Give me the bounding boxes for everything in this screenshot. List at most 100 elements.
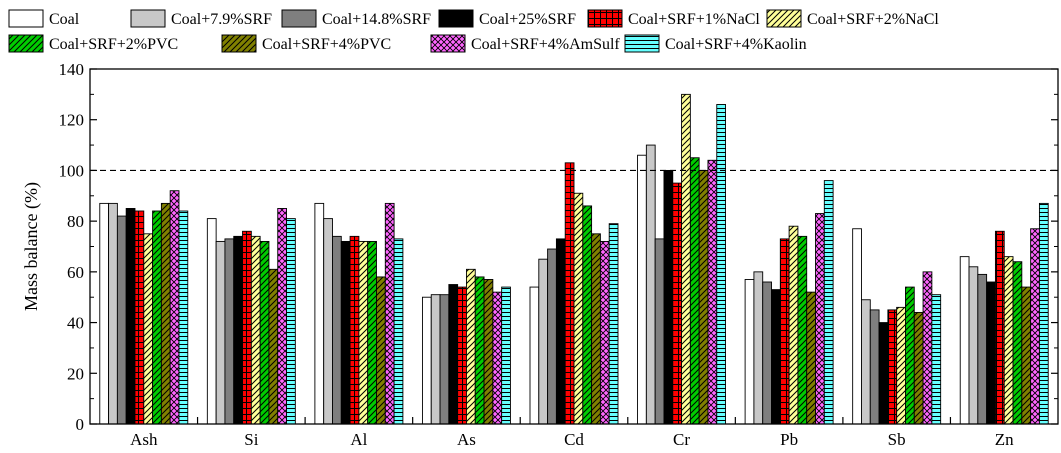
bar-sb-3 [878, 322, 889, 425]
legend-label: Coal+SRF+4%AmSulf [471, 36, 620, 53]
x-tick-label: Sb [888, 430, 906, 449]
bar-ash-2 [116, 215, 127, 425]
bar-cd-6 [582, 205, 593, 425]
legend-label: Coal+SRF+2%PVC [49, 36, 178, 53]
bar-cd-5 [573, 192, 584, 425]
y-tick-label: 20 [67, 364, 84, 383]
bar-as-5 [465, 268, 476, 425]
bar-cd-4 [564, 162, 575, 425]
bar-pb-3 [771, 289, 781, 425]
bar-si-8 [277, 208, 287, 425]
bar-as-9 [501, 286, 511, 425]
y-axis-label: Mass balance (%) [21, 182, 42, 311]
bar-si-7 [268, 268, 279, 425]
bar-ash-9 [178, 210, 189, 425]
y-tick-label: 80 [67, 212, 84, 231]
bar-zn-8 [1030, 228, 1040, 425]
bar-pb-0 [744, 279, 755, 425]
bar-ash-7 [160, 202, 171, 425]
bar-sb-2 [869, 309, 880, 425]
bar-as-3 [448, 284, 459, 425]
legend-label: Coal+SRF+4%PVC [262, 36, 391, 53]
legend-label: Coal+SRF+2%NaCl [807, 11, 939, 28]
bar-as-2 [439, 294, 450, 425]
bar-as-1 [430, 294, 441, 425]
bar-al-7 [376, 276, 386, 425]
bar-sb-0 [852, 228, 862, 425]
y-tick-label: 140 [59, 60, 85, 79]
bar-si-0 [206, 218, 217, 425]
legend-swatch-6 [8, 34, 44, 53]
bar-as-0 [421, 296, 432, 425]
bar-al-1 [323, 218, 333, 425]
bar-pb-9 [823, 180, 834, 425]
x-tick-label: Cd [564, 430, 584, 449]
bar-zn-4 [994, 230, 1005, 425]
bar-al-3 [340, 240, 351, 425]
bar-pb-2 [762, 281, 772, 425]
bar-cd-0 [529, 286, 540, 425]
bar-cd-9 [608, 223, 619, 425]
y-axis: 0 20 40 60 80 100 120 140 [59, 60, 1058, 434]
bar-si-9 [286, 218, 296, 425]
bar-as-4 [457, 286, 467, 425]
y-tick-label: 0 [76, 415, 85, 434]
y-tick-label: 120 [59, 111, 85, 130]
legend-label: Coal [49, 11, 80, 28]
bar-al-8 [384, 202, 395, 425]
bar-cr-8 [707, 159, 718, 425]
x-tick-label: Cr [673, 430, 690, 449]
bar-ash-0 [99, 202, 110, 425]
bar-cr-9 [716, 104, 727, 425]
y-tick-label: 60 [67, 263, 84, 282]
bar-cd-3 [555, 238, 566, 425]
bar-si-1 [215, 240, 226, 425]
x-tick-label: Zn [995, 430, 1014, 449]
bar-sb-9 [931, 294, 942, 425]
bar-as-8 [492, 291, 503, 425]
bar-zn-0 [959, 256, 970, 425]
legend-swatch-1 [130, 9, 166, 28]
y-tick-label: 40 [67, 314, 84, 333]
bar-si-6 [259, 240, 270, 425]
bar-ash-3 [125, 208, 136, 425]
bar-cd-8 [599, 240, 610, 425]
legend-swatch-5 [766, 9, 802, 28]
bar-cr-4 [672, 182, 683, 425]
legend-label: Coal+25%SRF [479, 11, 576, 28]
bar-cd-7 [591, 233, 601, 425]
legend-swatch-8 [430, 34, 466, 53]
bar-cr-2 [654, 238, 665, 425]
bar-pb-7 [806, 291, 816, 425]
bar-al-0 [314, 202, 325, 425]
bar-pb-1 [753, 271, 764, 425]
bar-sb-7 [913, 311, 924, 425]
bar-sb-4 [887, 309, 898, 425]
bar-si-4 [242, 230, 252, 425]
bar-ash-6 [152, 210, 162, 425]
bar-zn-6 [1012, 261, 1023, 425]
bar-si-2 [224, 238, 235, 425]
x-tick-label: As [457, 430, 476, 449]
legend-swatch-4 [587, 9, 623, 28]
bar-pb-5 [788, 225, 799, 425]
legend-label: Coal+SRF+4%Kaolin [665, 36, 807, 53]
bar-cd-1 [538, 258, 549, 425]
bar-cd-2 [547, 248, 557, 425]
bar-sb-8 [922, 271, 933, 425]
x-tick-label: Pb [780, 430, 798, 449]
bar-as-7 [483, 279, 494, 425]
bar-si-3 [233, 235, 243, 425]
bar-ash-1 [108, 202, 118, 425]
legend-swatch-7 [221, 34, 257, 53]
x-tick-label: Ash [130, 430, 158, 449]
bar-pb-8 [815, 213, 825, 425]
bar-cr-3 [663, 169, 674, 425]
bar-zn-2 [977, 273, 988, 425]
x-tick-label: Si [244, 430, 258, 449]
bar-ash-4 [134, 210, 145, 425]
bar-sb-1 [861, 299, 871, 425]
bars [99, 93, 1049, 425]
legend-swatch-0 [8, 9, 44, 28]
bar-zn-5 [1003, 256, 1014, 425]
